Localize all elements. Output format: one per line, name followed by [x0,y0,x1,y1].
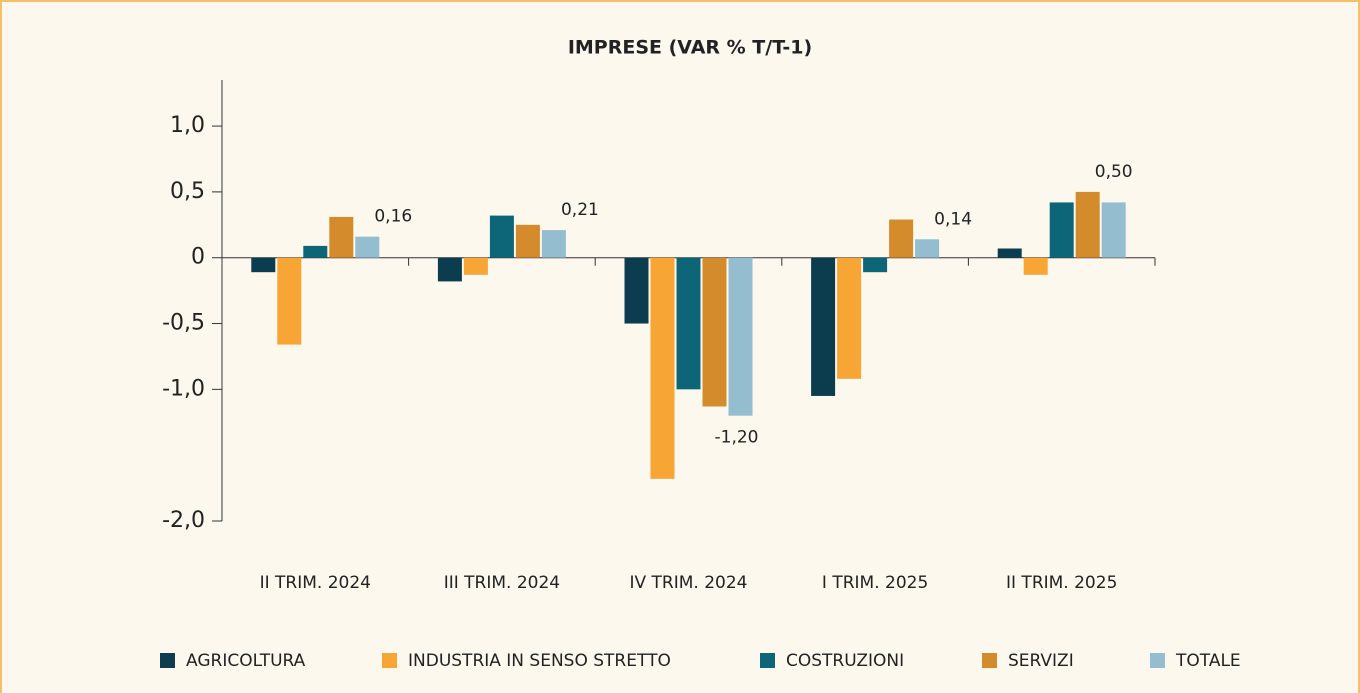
y-tick-label: 1,0 [170,113,205,138]
legend-swatch [982,653,997,668]
legend-label: INDUSTRIA IN SENSO STRETTO [408,651,671,671]
bar [837,257,862,379]
y-tick-label: 0 [191,245,205,270]
value-label: 0,50 [1095,162,1133,182]
bar [915,239,940,258]
x-tick-label: IV TRIM. 2024 [630,573,748,593]
chart-title: IMPRESE (VAR % T/T-1) [568,37,812,59]
bar [728,257,753,416]
x-tick-label: I TRIM. 2025 [822,573,928,593]
legend-swatch [760,653,775,668]
value-label: -1,20 [715,428,759,448]
bar [329,216,354,258]
legend-label: AGRICOLTURA [186,651,306,671]
bar [463,257,488,275]
bar [702,257,727,407]
bar [303,245,328,258]
bar [251,257,276,273]
bar [811,257,836,396]
y-tick-label: -0,5 [162,311,205,336]
x-tick-label: III TRIM. 2024 [444,573,560,593]
value-label: 0,21 [561,200,599,220]
bar [624,257,649,324]
bar [676,257,701,390]
bar [1101,202,1126,258]
bar [515,224,540,258]
bar [1023,257,1048,275]
y-tick-label: 0,5 [170,179,205,204]
bar [1075,191,1100,258]
x-tick-label: II TRIM. 2024 [260,573,371,593]
bar [437,257,462,282]
bar [355,236,380,258]
legend-label: SERVIZI [1008,651,1074,671]
legend-label: COSTRUZIONI [786,651,904,671]
legend-label: TOTALE [1175,651,1241,671]
x-tick-label: II TRIM. 2025 [1006,573,1117,593]
bar [489,215,514,258]
value-label: 0,16 [374,207,412,227]
bar [997,248,1022,258]
bar [889,219,914,258]
legend-swatch [1150,653,1165,668]
bar [1049,202,1074,258]
value-label: 0,14 [934,209,972,229]
legend-swatch [382,653,397,668]
bar [541,230,566,258]
bar [863,257,888,273]
bar [277,257,302,345]
y-tick-label: -2,0 [162,508,205,533]
bar [650,257,675,479]
y-tick-label: -1,0 [162,376,205,401]
legend-swatch [160,653,175,668]
